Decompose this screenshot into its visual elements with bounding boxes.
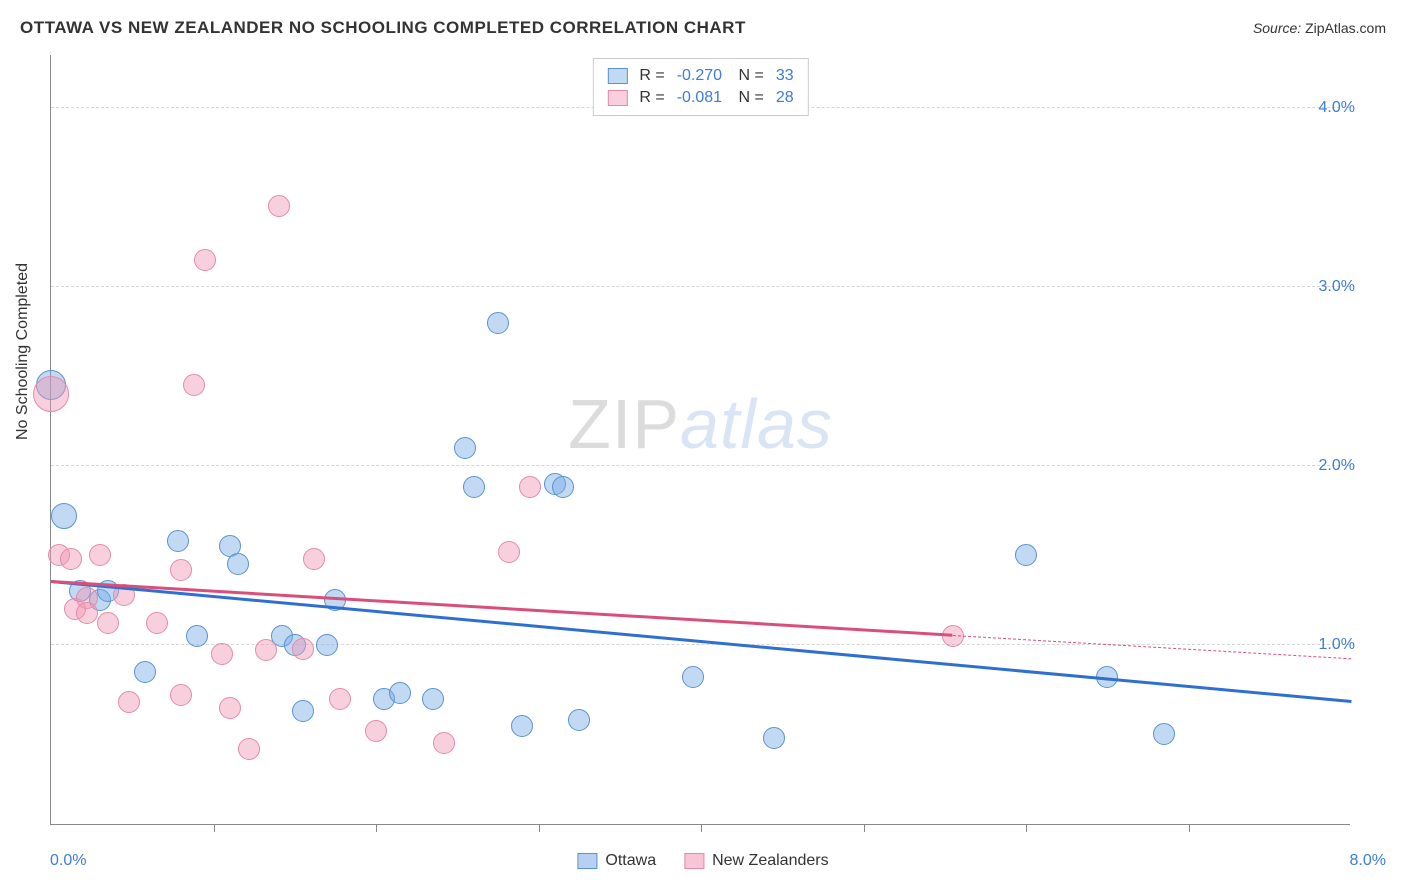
legend-r-label: R =: [639, 67, 664, 85]
data-point: [292, 700, 314, 722]
data-point: [170, 559, 192, 581]
legend-n-value: 28: [776, 89, 794, 107]
data-point: [487, 312, 509, 334]
watermark-zip: ZIP: [568, 385, 680, 463]
data-point: [76, 602, 98, 624]
data-point: [316, 634, 338, 656]
x-axis-tick: [539, 824, 540, 832]
data-point: [389, 682, 411, 704]
legend-r-value: -0.081: [677, 89, 722, 107]
data-point: [255, 639, 277, 661]
data-point: [219, 697, 241, 719]
correlation-legend-row: R = -0.081 N = 28: [607, 87, 793, 109]
data-point: [454, 437, 476, 459]
gridline: [51, 465, 1350, 466]
data-point: [238, 738, 260, 760]
watermark-atlas: atlas: [680, 385, 833, 463]
source-value: ZipAtlas.com: [1305, 20, 1386, 36]
gridline: [51, 286, 1350, 287]
x-axis-tick: [864, 824, 865, 832]
series-legend-label: New Zealanders: [712, 852, 829, 870]
data-point: [167, 530, 189, 552]
data-point: [146, 612, 168, 634]
data-point: [33, 376, 69, 412]
y-axis-tick-label: 1.0%: [1319, 636, 1355, 654]
trend-line: [51, 580, 953, 636]
data-point: [89, 544, 111, 566]
data-point: [552, 476, 574, 498]
legend-r-label: R =: [639, 89, 664, 107]
data-point: [511, 715, 533, 737]
data-point: [463, 476, 485, 498]
x-axis-tick: [1189, 824, 1190, 832]
y-axis-tick-label: 3.0%: [1319, 278, 1355, 296]
gridline: [51, 644, 1350, 645]
legend-n-label: N =: [734, 89, 764, 107]
legend-r-value: -0.270: [677, 67, 722, 85]
trend-line-extrapolated: [953, 635, 1351, 659]
data-point: [60, 548, 82, 570]
data-point: [211, 643, 233, 665]
data-point: [303, 548, 325, 570]
data-point: [194, 249, 216, 271]
data-point: [329, 688, 351, 710]
correlation-legend: R = -0.270 N = 33 R = -0.081 N = 28: [592, 58, 808, 116]
series-legend-label: Ottawa: [605, 852, 656, 870]
x-axis-tick: [376, 824, 377, 832]
scatter-plot-area: ZIPatlas R = -0.270 N = 33 R = -0.081 N …: [50, 55, 1350, 825]
x-axis-tick: [1026, 824, 1027, 832]
data-point: [51, 503, 77, 529]
y-axis-tick-label: 4.0%: [1319, 99, 1355, 117]
data-point: [186, 625, 208, 647]
data-point: [568, 709, 590, 731]
data-point: [498, 541, 520, 563]
watermark: ZIPatlas: [568, 384, 833, 464]
x-axis-tick: [214, 824, 215, 832]
data-point: [763, 727, 785, 749]
data-point: [365, 720, 387, 742]
x-axis-min-label: 0.0%: [50, 852, 86, 870]
y-axis-title: No Schooling Completed: [14, 263, 32, 440]
data-point: [118, 691, 140, 713]
data-point: [268, 195, 290, 217]
data-point: [134, 661, 156, 683]
legend-n-label: N =: [734, 67, 764, 85]
legend-swatch-ottawa: [577, 853, 597, 869]
series-legend: Ottawa New Zealanders: [577, 852, 828, 870]
legend-swatch-nz: [607, 90, 627, 106]
legend-n-value: 33: [776, 67, 794, 85]
x-axis-max-label: 8.0%: [1350, 852, 1386, 870]
data-point: [227, 553, 249, 575]
correlation-legend-row: R = -0.270 N = 33: [607, 65, 793, 87]
source-attribution: Source: ZipAtlas.com: [1253, 20, 1386, 36]
legend-swatch-ottawa: [607, 68, 627, 84]
chart-title: OTTAWA VS NEW ZEALANDER NO SCHOOLING COM…: [20, 18, 746, 38]
source-label: Source:: [1253, 20, 1301, 36]
data-point: [1153, 723, 1175, 745]
data-point: [170, 684, 192, 706]
data-point: [433, 732, 455, 754]
data-point: [519, 476, 541, 498]
y-axis-tick-label: 2.0%: [1319, 457, 1355, 475]
series-legend-item: Ottawa: [577, 852, 656, 870]
data-point: [97, 612, 119, 634]
x-axis-tick: [701, 824, 702, 832]
legend-swatch-nz: [684, 853, 704, 869]
data-point: [682, 666, 704, 688]
data-point: [292, 638, 314, 660]
data-point: [1015, 544, 1037, 566]
data-point: [422, 688, 444, 710]
chart-header: OTTAWA VS NEW ZEALANDER NO SCHOOLING COM…: [20, 18, 1386, 38]
series-legend-item: New Zealanders: [684, 852, 829, 870]
data-point: [183, 374, 205, 396]
